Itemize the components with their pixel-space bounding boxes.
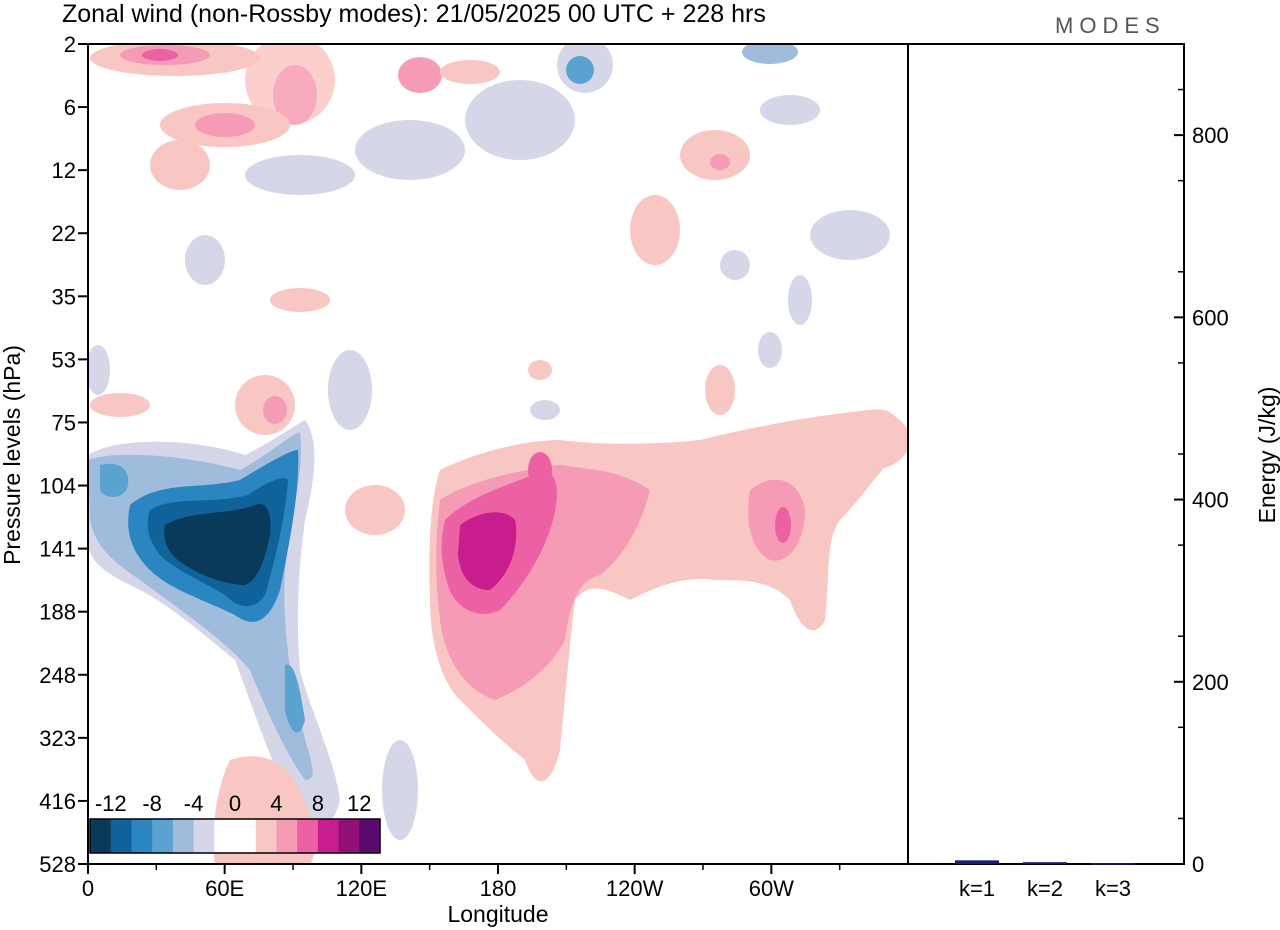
energy-axis-label: Energy (J/kg) [1254,387,1280,524]
energy-category-label: k=3 [1095,876,1131,901]
heatmap-field [88,44,908,864]
colorbar-label: -4 [184,791,204,816]
positive-core [213,409,902,864]
x-tick-label: 60E [205,876,244,901]
energy-bar-k3 [1091,863,1135,865]
colorbar-swatch [276,819,298,853]
chart-title: Zonal wind (non-Rossby modes): 21/05/202… [62,0,766,28]
y-tick-label: 75 [52,410,76,435]
colorbar-swatch [193,819,215,853]
colorbar [89,818,381,854]
x-tick-label: 60W [749,876,794,901]
energy-tick-label: 600 [1192,305,1229,330]
y-tick-label: 35 [52,284,76,309]
colorbar-label: 12 [347,791,371,816]
colorbar-swatch [214,819,236,853]
x-axis-label: Longitude [447,901,548,927]
colorbar-swatch [359,819,381,853]
colorbar-label: -8 [142,791,162,816]
y-axis: 2 6 12 22 35 53 75 104 141 188 248 323 416 528 [39,32,88,877]
x-tick-label: 0 [82,876,94,901]
energy-category-label: k=1 [959,876,995,901]
y-tick-label: 323 [39,726,76,751]
y-tick-label: 12 [52,158,76,183]
negative-core [88,420,418,840]
colorbar-swatch [172,819,195,853]
energy-category-label: k=2 [1027,876,1063,901]
colorbar-label: 4 [270,791,282,816]
y-axis-label: Pressure levels (hPa) [0,345,25,565]
energy-tick-label: 200 [1192,670,1229,695]
colorbar-swatch [297,819,319,853]
y-tick-label: 141 [39,537,76,562]
energy-tick-label: 0 [1192,852,1204,877]
x-tick-label: 180 [480,876,517,901]
colorbar-label: -12 [95,791,127,816]
y-tick-label: 188 [39,600,76,625]
energy-axis: 0 200 400 600 800 [1174,88,1229,877]
colorbar-labels: -12 -8 -4 0 4 8 12 [95,791,372,816]
x-tick-label: 120W [606,876,664,901]
colorbar-label: 8 [312,791,324,816]
y-tick-label: 528 [39,852,76,877]
y-tick-label: 248 [39,663,76,688]
y-tick-label: 53 [52,347,76,372]
x-tick-label: 120E [336,876,387,901]
upper-level-features [90,44,890,325]
colorbar-frame [89,818,381,854]
x-axis: 0 60E 120E 180 120W 60W [82,864,841,901]
colorbar-label: 0 [229,791,241,816]
energy-tick-label: 400 [1192,488,1229,513]
colorbar-swatch [152,819,174,853]
colorbar-swatch [110,819,132,853]
energy-bars: k=1 k=2 k=3 [955,860,1135,901]
y-tick-label: 2 [64,32,76,57]
colorbar-swatch [255,819,277,853]
colorbar-swatch [131,819,153,853]
colorbar-swatch [317,819,340,853]
energy-bar-k2 [1023,862,1067,864]
y-tick-label: 6 [64,95,76,120]
energy-tick-label: 800 [1192,123,1229,148]
energy-panel-frame [907,43,1185,865]
y-tick-label: 416 [39,789,76,814]
colorbar-swatch [235,819,257,853]
colorbar-swatch [338,819,360,853]
colorbar-swatch [90,819,112,853]
modes-logo: MODES [1055,13,1166,38]
y-tick-label: 22 [52,221,76,246]
energy-bar-k1 [955,860,999,864]
y-tick-label: 104 [39,474,76,499]
